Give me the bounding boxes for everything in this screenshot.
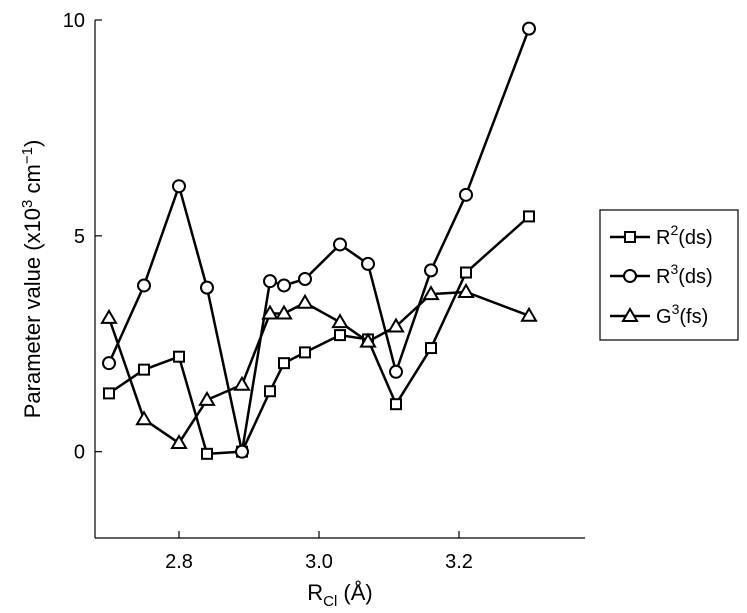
data-point-circle (172, 179, 186, 194)
legend-item-r3: R3(ds) (610, 261, 713, 288)
data-point-circle (200, 280, 214, 295)
data-point-triangle (261, 304, 279, 320)
y-axis-label-end: ) (20, 140, 45, 147)
data-point-square (201, 447, 213, 460)
data-point-square (138, 363, 150, 376)
data-point-circle (298, 272, 312, 286)
legend-marker-triangle (621, 307, 639, 322)
data-point-square (173, 350, 185, 363)
data-point-triangle (457, 282, 475, 298)
legend-marker-square (624, 231, 636, 243)
data-point-triangle (296, 293, 314, 309)
y-axis-label: Parameter value (x103 cm−1) (19, 140, 45, 419)
data-point-triangle (170, 434, 188, 450)
data-point-circle (522, 21, 536, 36)
data-point-square (390, 398, 402, 411)
x-axis-label-main: R (307, 580, 323, 605)
data-point-circle (137, 278, 151, 293)
data-point-circle (333, 237, 347, 252)
data-point-triangle (100, 308, 118, 324)
data-point-triangle (233, 375, 251, 391)
y-axis-label-sup1: 3 (19, 200, 36, 208)
y-axis-label-main: Parameter value (x10 (20, 208, 45, 418)
data-point-square (264, 385, 276, 398)
legend-label-r2: R2(ds) (656, 222, 713, 249)
x-axis-label: RCl (Å) (307, 580, 373, 610)
series-line-circle (107, 28, 531, 453)
data-point-circle (102, 356, 116, 371)
data-point-circle (424, 263, 438, 278)
x-axis-label-sub: Cl (323, 593, 337, 610)
data-point-circle (459, 187, 473, 202)
series-layer (100, 21, 538, 460)
x-tick-label: 3.2 (445, 551, 473, 573)
legend-label-g3: G3(fs) (656, 301, 708, 328)
x-axis-label-unit: (Å) (337, 580, 372, 605)
data-point-square (278, 357, 290, 370)
data-point-square (425, 342, 437, 355)
data-point-circle (389, 364, 403, 379)
axes: 0 5 10 2.8 3.0 3.2 (63, 10, 585, 573)
legend: R2(ds) R3(ds) G3(fs) (599, 209, 739, 341)
data-point-triangle (331, 313, 349, 329)
legend-item-r2: R2(ds) (610, 222, 713, 249)
data-point-circle (361, 256, 375, 271)
data-point-triangle (198, 390, 216, 406)
y-tick-label: 5 (74, 226, 85, 248)
data-point-triangle (135, 410, 153, 426)
data-point-circle (235, 444, 249, 459)
y-axis-label-sup2: −1 (19, 147, 36, 164)
y-tick-label: 0 (74, 442, 85, 464)
data-point-triangle (422, 285, 440, 301)
data-point-square (460, 266, 472, 279)
data-point-triangle (275, 304, 293, 320)
x-tick-label: 3.0 (305, 551, 333, 573)
data-point-square (299, 346, 311, 359)
x-tick-label: 2.8 (165, 551, 193, 573)
series-line-square (108, 215, 530, 456)
y-axis-label-mid: cm (20, 164, 45, 199)
data-point-square (523, 210, 535, 223)
plot-area (95, 20, 585, 538)
legend-label-r3: R3(ds) (656, 261, 713, 288)
y-tick-label: 10 (63, 10, 85, 32)
data-point-square (334, 329, 346, 342)
data-point-triangle (387, 317, 405, 333)
legend-marker-circle (623, 269, 637, 283)
data-point-triangle (359, 332, 377, 348)
legend-item-g3: G3(fs) (610, 301, 708, 328)
data-point-square (103, 387, 115, 400)
data-point-triangle (520, 306, 538, 322)
data-point-circle (263, 274, 277, 289)
data-point-circle (277, 278, 291, 293)
